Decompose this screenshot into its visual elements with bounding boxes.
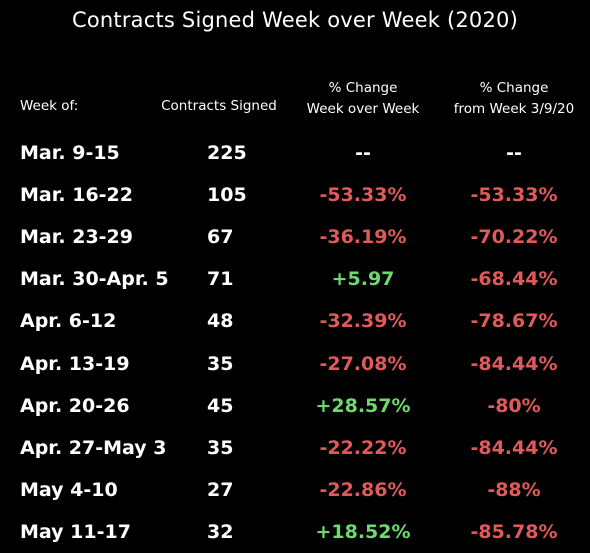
column-header-pct-from-baseline: % Change from Week 3/9/20 <box>438 78 590 120</box>
cell-contracts-signed: 67 <box>207 226 234 249</box>
table-row: Apr. 27-May 3 35 -22.22% -84.44% <box>0 427 590 469</box>
column-header-week-label: Week of: <box>20 98 79 114</box>
cell-week: Mar. 9-15 <box>20 142 120 164</box>
cell-pct-week-over-week: +5.97 <box>331 268 395 291</box>
cell-pct-week-over-week: -22.86% <box>319 478 407 501</box>
cell-pct-from-baseline: -70.22% <box>470 226 558 249</box>
cell-contracts-signed: 35 <box>207 352 234 375</box>
cell-contracts-signed: 27 <box>207 478 234 501</box>
table-row: Mar. 9-15 225 -- -- <box>0 132 590 174</box>
cell-pct-week-over-week: -27.08% <box>319 352 407 375</box>
column-header-pct-base-line1: % Change <box>479 80 549 96</box>
cell-week: Mar. 30-Apr. 5 <box>20 268 169 291</box>
cell-pct-week-over-week: -53.33% <box>319 184 407 207</box>
cell-pct-week-over-week: -32.39% <box>319 310 407 333</box>
cell-week: Mar. 16-22 <box>20 184 133 207</box>
cell-week: May 4-10 <box>20 478 118 501</box>
cell-contracts-signed: 35 <box>207 436 234 459</box>
cell-contracts-signed: 71 <box>207 268 234 291</box>
table-row: Apr. 6-12 48 -32.39% -78.67% <box>0 300 590 342</box>
cell-week: Apr. 6-12 <box>20 310 117 333</box>
column-header-pct-wow-line2: Week over Week <box>306 101 420 117</box>
cell-pct-from-baseline: -68.44% <box>470 268 558 291</box>
table-row: Mar. 23-29 67 -36.19% -70.22% <box>0 216 590 258</box>
cell-contracts-signed: 45 <box>207 394 234 417</box>
cell-week: Apr. 20-26 <box>20 394 130 417</box>
cell-pct-from-baseline: -84.44% <box>470 352 558 375</box>
column-header-contracts: Contracts Signed <box>152 96 286 117</box>
column-header-pct-base-line2: from Week 3/9/20 <box>453 101 575 117</box>
table-row: May 11-17 32 +18.52% -85.78% <box>0 511 590 553</box>
cell-pct-week-over-week: +18.52% <box>315 520 411 543</box>
cell-week: Apr. 27-May 3 <box>20 436 167 459</box>
cell-contracts-signed: 105 <box>207 184 247 207</box>
cell-pct-from-baseline: -- <box>506 142 522 164</box>
chart-title: Contracts Signed Week over Week (2020) <box>71 8 519 32</box>
column-header-pct-week-over-week: % Change Week over Week <box>296 78 430 120</box>
table-row: Mar. 16-22 105 -53.33% -53.33% <box>0 174 590 216</box>
cell-pct-week-over-week: -36.19% <box>319 226 407 249</box>
table-row: May 4-10 27 -22.86% -88% <box>0 469 590 511</box>
cell-pct-week-over-week: +28.57% <box>315 394 411 417</box>
column-header-contracts-label: Contracts Signed <box>161 98 277 114</box>
cell-contracts-signed: 225 <box>207 142 247 164</box>
cell-pct-from-baseline: -78.67% <box>470 310 558 333</box>
table-row: Apr. 20-26 45 +28.57% -80% <box>0 385 590 427</box>
cell-week: May 11-17 <box>20 520 131 543</box>
column-header-pct-wow-line1: % Change <box>328 80 398 96</box>
cell-pct-week-over-week: -22.22% <box>319 436 407 459</box>
column-header-week: Week of: <box>20 96 78 117</box>
cell-pct-from-baseline: -53.33% <box>470 184 558 207</box>
cell-pct-from-baseline: -88% <box>487 478 541 501</box>
cell-pct-from-baseline: -80% <box>487 394 541 417</box>
table-row: Apr. 13-19 35 -27.08% -84.44% <box>0 343 590 385</box>
cell-pct-from-baseline: -84.44% <box>470 436 558 459</box>
cell-contracts-signed: 48 <box>207 310 234 333</box>
cell-pct-from-baseline: -85.78% <box>470 520 558 543</box>
cell-contracts-signed: 32 <box>207 520 234 543</box>
cell-pct-week-over-week: -- <box>355 142 371 164</box>
cell-week: Mar. 23-29 <box>20 226 133 249</box>
table-row: Mar. 30-Apr. 5 71 +5.97 -68.44% <box>0 258 590 300</box>
cell-week: Apr. 13-19 <box>20 352 130 375</box>
